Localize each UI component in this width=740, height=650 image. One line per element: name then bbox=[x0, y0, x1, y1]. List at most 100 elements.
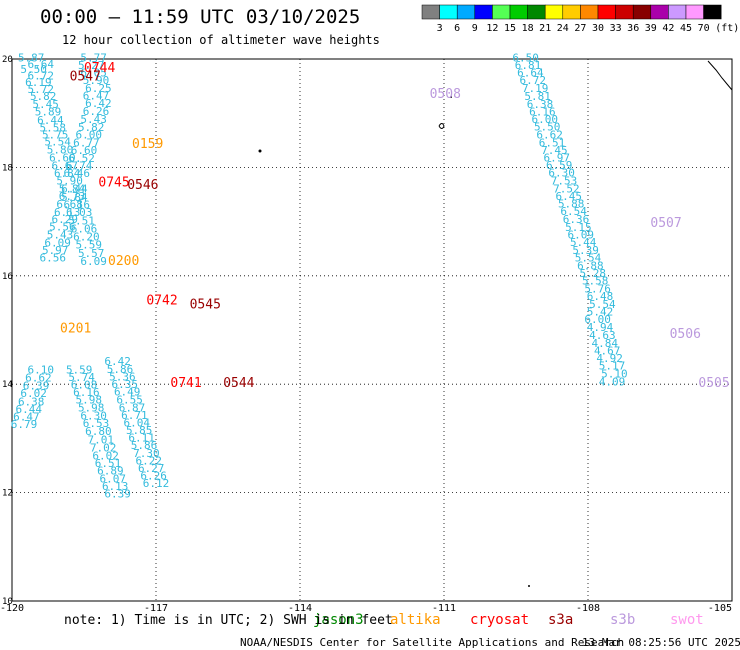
swh-value: 6.71 bbox=[121, 409, 148, 422]
swh-value: 6.00 bbox=[76, 129, 103, 142]
pass-time-label: 0745 bbox=[98, 175, 129, 190]
swh-value: 7.45 bbox=[541, 144, 568, 157]
swh-value: 6.49 bbox=[114, 386, 141, 399]
swh-value: 6.09 bbox=[44, 237, 71, 250]
swh-value: 5.59 bbox=[76, 239, 103, 252]
swh-value: 4.84 bbox=[592, 337, 619, 350]
pass-time-label: 0742 bbox=[146, 294, 177, 309]
swh-value: 6.13 bbox=[102, 480, 129, 493]
swh-value: 5.43 bbox=[80, 113, 107, 126]
pass-time-label: 0508 bbox=[430, 87, 461, 102]
colorbar-label: 27 bbox=[574, 23, 586, 34]
swh-value: 6.07 bbox=[100, 472, 127, 485]
swh-value: 5.90 bbox=[56, 175, 83, 188]
swh-value: 6.36 bbox=[563, 213, 590, 226]
swh-value: 7.52 bbox=[553, 182, 580, 195]
swh-value: 6.62 bbox=[25, 371, 52, 384]
swh-value: 6.26 bbox=[140, 470, 167, 483]
swh-value: 6.88 bbox=[577, 259, 604, 272]
pass-time-label: 0200 bbox=[108, 254, 139, 269]
swh-value: 6.10 bbox=[28, 363, 55, 376]
colorbar-label: 45 bbox=[680, 23, 692, 34]
swh-value: 6.02 bbox=[20, 387, 47, 400]
chart-title: 00:00 – 11:59 UTC 03/10/2025 bbox=[40, 6, 361, 28]
pass-time-label: 0159 bbox=[132, 137, 163, 152]
swh-value: 5.77 bbox=[80, 52, 107, 65]
swh-value: 6.64 bbox=[517, 66, 544, 79]
pass-time-label: 0546 bbox=[127, 178, 158, 193]
swh-value: 5.56 bbox=[49, 220, 76, 233]
pass-time-label: 0547 bbox=[70, 70, 101, 85]
swh-value: 5.28 bbox=[580, 267, 607, 280]
x-tick-label: -105 bbox=[708, 603, 732, 614]
swh-value: 5.84 bbox=[59, 182, 86, 195]
swh-value: 5.76 bbox=[584, 283, 611, 296]
footer-credit: NOAA/NESDIS Center for Satellite Applica… bbox=[240, 636, 625, 649]
island-outline bbox=[438, 123, 445, 129]
swh-value: 5.27 bbox=[78, 59, 105, 72]
swh-value: 5.57 bbox=[78, 247, 105, 260]
swh-value: 6.06 bbox=[71, 222, 98, 235]
swh-value: 6.44 bbox=[61, 182, 88, 195]
swh-value: 6.19 bbox=[25, 76, 52, 89]
swh-value: 6.16 bbox=[73, 386, 100, 399]
swh-value: 6.74 bbox=[66, 160, 93, 173]
x-tick-label: -117 bbox=[144, 603, 168, 614]
swh-value: 6.39 bbox=[23, 380, 50, 393]
legend-swot: swot bbox=[670, 612, 704, 628]
colorbar-unit: (ft) bbox=[715, 23, 739, 34]
y-tick-label: 18 bbox=[2, 163, 13, 173]
swh-value: 5.42 bbox=[587, 305, 614, 318]
swh-value: 6.97 bbox=[544, 151, 571, 164]
island-dot bbox=[258, 149, 262, 153]
swh-value: 6.60 bbox=[49, 151, 76, 164]
x-tick-label: -111 bbox=[432, 603, 456, 614]
swh-value: 5.75 bbox=[42, 129, 69, 142]
colorbar-label: 70 bbox=[698, 23, 710, 34]
colorbar-label: 36 bbox=[627, 23, 639, 34]
swh-value: 7.01 bbox=[88, 433, 115, 446]
island-dot bbox=[450, 96, 452, 98]
x-tick-label: -120 bbox=[0, 603, 24, 614]
swh-value: 6.54 bbox=[560, 205, 587, 218]
colorbar-label: 30 bbox=[592, 23, 604, 34]
colorbar-label: 21 bbox=[539, 23, 551, 34]
swh-value: 6.51 bbox=[539, 136, 566, 149]
swh-value: 6.39 bbox=[104, 487, 131, 500]
swh-value: 6.13 bbox=[54, 206, 81, 219]
swh-value: 6.79 bbox=[11, 418, 38, 431]
swh-value: 5.85 bbox=[126, 424, 153, 437]
swh-value: 5.54 bbox=[589, 298, 616, 311]
swh-value: 6.09 bbox=[80, 255, 107, 268]
swh-value: 5.80 bbox=[47, 143, 74, 156]
swh-value: 5.88 bbox=[558, 198, 585, 211]
swh-value: 5.72 bbox=[28, 83, 55, 96]
swh-value: 6.11 bbox=[128, 432, 155, 445]
swh-value: 6.47 bbox=[13, 411, 40, 424]
swh-value: 6.62 bbox=[536, 129, 563, 142]
swh-value: 6.55 bbox=[116, 394, 143, 407]
pass-time-label: 0505 bbox=[698, 376, 729, 391]
pass-time-label: 0545 bbox=[190, 297, 221, 312]
legend-s3a: s3a bbox=[548, 612, 574, 628]
swh-value: 6.51 bbox=[95, 457, 122, 470]
colorbar-label: 6 bbox=[454, 23, 460, 34]
swh-value: 6.08 bbox=[71, 379, 98, 392]
colorbar-label: 18 bbox=[522, 23, 534, 34]
colorbar-label: 42 bbox=[662, 23, 674, 34]
swh-value: 6.53 bbox=[83, 417, 110, 430]
pass-time-label: 0201 bbox=[60, 322, 91, 337]
swh-value: 4.92 bbox=[596, 352, 623, 365]
swh-value: 6.30 bbox=[80, 409, 107, 422]
swh-value: 5.50 bbox=[534, 121, 561, 134]
swh-value: 6.42 bbox=[85, 97, 112, 110]
swh-value: 6.89 bbox=[97, 465, 124, 478]
swh-value: 5.51 bbox=[68, 214, 95, 227]
swh-value: 5.87 bbox=[18, 52, 45, 65]
swh-value: 5.90 bbox=[83, 74, 110, 87]
swh-value: 6.72 bbox=[520, 74, 547, 87]
pass-time-label: 0506 bbox=[670, 327, 701, 342]
swh-value: 5.10 bbox=[601, 368, 628, 381]
swh-value: 6.42 bbox=[104, 355, 131, 368]
